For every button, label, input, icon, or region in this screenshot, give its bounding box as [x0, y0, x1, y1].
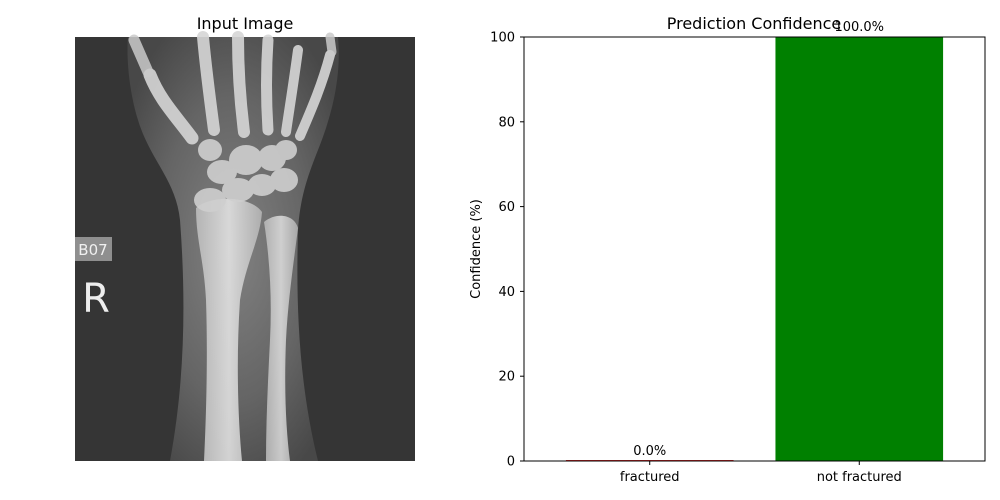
xray-marker-box — [75, 237, 112, 261]
bar-not-fractured — [775, 37, 944, 461]
bar-value-label-not-fractured: 100.0% — [834, 20, 884, 35]
xray-radius-bone — [196, 198, 262, 462]
xray-side-marker: R — [82, 276, 110, 322]
y-tick-label: 20 — [498, 370, 515, 385]
x-tick-label-fractured: fractured — [620, 470, 680, 485]
xray-image: B07 R — [75, 31, 415, 462]
x-tick-label-not-fractured: not fractured — [817, 470, 902, 485]
y-tick-label: 0 — [507, 455, 515, 470]
y-tick-label: 80 — [498, 115, 515, 130]
xray-metacarpals — [143, 31, 335, 145]
bar-value-label-fractured: 0.0% — [633, 444, 666, 459]
bars-group — [565, 37, 944, 461]
xray-marker-label: B07 — [78, 241, 107, 259]
y-axis: 0 20 40 60 80 100 — [490, 31, 524, 470]
input-image-panel: Input Image — [75, 14, 415, 462]
y-axis-label: Confidence (%) — [469, 199, 484, 299]
xray-phalanges — [128, 32, 337, 78]
plot-area-frame — [523, 36, 986, 462]
chart-title: Prediction Confidence — [667, 14, 842, 33]
confidence-chart: Prediction Confidence 0.0% 100.0% 0 20 40 60… — [469, 14, 986, 485]
y-tick-label: 40 — [498, 285, 515, 300]
y-tick-label: 60 — [498, 200, 515, 215]
y-tick-label: 100 — [490, 31, 515, 46]
x-axis: fractured not fractured — [620, 461, 902, 485]
input-image-title: Input Image — [197, 14, 294, 33]
xray-carpals — [194, 139, 298, 212]
xray-ulna-bone — [264, 215, 298, 461]
bar-value-labels: 0.0% 100.0% — [633, 20, 884, 459]
